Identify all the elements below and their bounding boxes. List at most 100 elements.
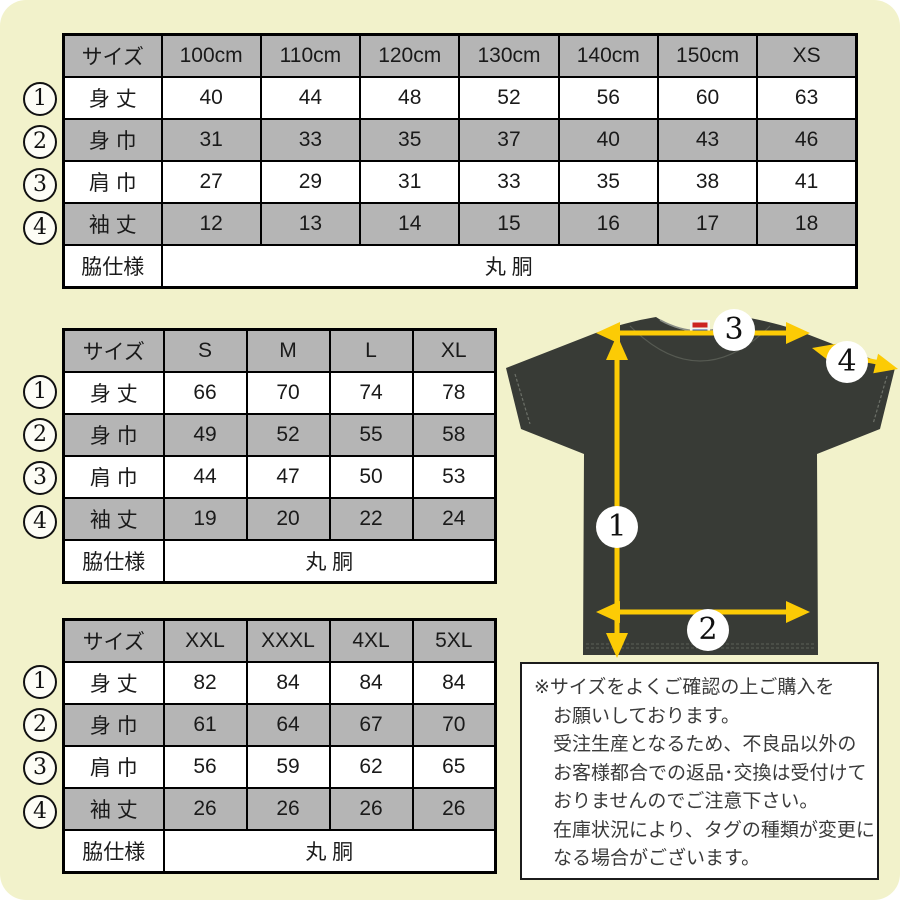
size-value-cell: 46: [756, 118, 858, 162]
measure-row-label: 肩 巾: [62, 160, 163, 204]
size-value-cell: 84: [411, 661, 497, 705]
marker-2-badge: 2: [23, 125, 57, 159]
size-value-cell: 52: [245, 413, 331, 457]
note-line: おりませんのでご注意下さい。: [553, 791, 819, 812]
size-value-cell: 16: [557, 202, 659, 246]
size-value-cell: 47: [245, 455, 331, 499]
size-value-cell: 52: [458, 76, 560, 120]
size-value-cell: 12: [160, 202, 262, 246]
marker-1-badge: 1: [23, 375, 57, 409]
measure-row-label: 肩 巾: [62, 745, 165, 789]
marker-4-badge: 4: [23, 505, 57, 539]
size-column-header: 100cm: [160, 33, 262, 78]
size-value-cell: 15: [458, 202, 560, 246]
size-value-cell: 26: [328, 787, 414, 831]
size-value-cell: 44: [162, 455, 248, 499]
size-value-cell: 17: [656, 202, 759, 246]
size-column-header: XL: [411, 328, 497, 373]
size-value-cell: 18: [756, 202, 858, 246]
size-value-cell: 55: [328, 413, 414, 457]
size-value-cell: 35: [557, 160, 659, 204]
size-value-cell: 48: [359, 76, 461, 120]
hem-stitch-line: [586, 643, 815, 649]
size-value-cell: 66: [162, 371, 248, 415]
size-value-cell: 26: [245, 787, 331, 831]
size-value-cell: 56: [162, 745, 248, 789]
size-value-cell: 53: [411, 455, 497, 499]
size-value-cell: 61: [162, 703, 248, 747]
measure-row-label: 身 巾: [62, 413, 165, 457]
marker-1-badge: 1: [23, 82, 57, 116]
size-value-cell: 40: [557, 118, 659, 162]
size-corner-label: サイズ: [62, 618, 165, 663]
collar-seam-line: [629, 325, 771, 362]
size-value-cell: 31: [359, 160, 461, 204]
side-spec-value: 丸 胴: [160, 244, 858, 289]
size-value-cell: 70: [411, 703, 497, 747]
size-value-cell: 84: [328, 661, 414, 705]
size-table-xxl-5xl: サイズ XXL XXXL 4XL 5XL 身 丈 82 84 84 84 身 巾 61 64 67 70 肩 …: [62, 618, 497, 874]
size-value-cell: 59: [245, 745, 331, 789]
marker-3-badge: 3: [23, 751, 57, 785]
size-table-xxl-5xl-wrapper: サイズ XXL XXXL 4XL 5XL 身 丈 82 84 84 84 身 巾 61 64 67 70 肩 …: [62, 618, 497, 874]
size-value-cell: 62: [328, 745, 414, 789]
size-value-cell: 60: [656, 76, 759, 120]
size-column-header: 130cm: [458, 33, 560, 78]
size-table-kids-xs: サイズ 100cm 110cm 120cm 130cm 140cm 150cm XS 身 丈 40…: [62, 33, 858, 289]
measure-row-label: 袖 丈: [62, 497, 165, 541]
measure-row-label: 身 丈: [62, 76, 163, 120]
purchase-note-box: ※サイズをよくご確認の上ご購入を お願いしております。 受注生産となるため、不良品以…: [520, 662, 879, 880]
left-sleeve-stitch: [514, 373, 531, 425]
marker-4-badge: 4: [23, 211, 57, 245]
side-spec-label: 脇仕様: [62, 539, 165, 584]
note-line: 在庫状況により、タグの種類が変更に: [553, 819, 875, 841]
size-value-cell: 65: [411, 745, 497, 789]
size-value-cell: 43: [656, 118, 759, 162]
size-value-cell: 84: [245, 661, 331, 705]
side-spec-label: 脇仕様: [62, 829, 165, 874]
size-column-header: 150cm: [656, 33, 759, 78]
size-value-cell: 78: [411, 371, 497, 415]
marker-2-badge: 2: [23, 708, 57, 742]
size-value-cell: 67: [328, 703, 414, 747]
side-spec-value: 丸 胴: [162, 539, 497, 584]
size-value-cell: 20: [245, 497, 331, 541]
size-value-cell: 13: [259, 202, 362, 246]
note-line: ※サイズをよくご確認の上ご購入を: [534, 677, 835, 698]
measure-row-label: 身 巾: [62, 703, 165, 747]
size-table-s-xl-wrapper: サイズ S M L XL 身 丈 66 70 74 78 身 巾 49 52 55 58 肩 巾 44 47 50 5…: [62, 328, 497, 584]
note-line: なる場合がございます。: [553, 848, 761, 869]
size-value-cell: 40: [160, 76, 262, 120]
size-value-cell: 44: [259, 76, 362, 120]
marker-2-badge: 2: [23, 418, 57, 452]
size-value-cell: 38: [656, 160, 759, 204]
side-spec-label: 脇仕様: [62, 244, 163, 289]
size-column-header: XXL: [162, 618, 248, 663]
size-column-header: 110cm: [259, 33, 362, 78]
shirt-marker-3-badge: 3: [713, 309, 755, 351]
size-value-cell: 26: [162, 787, 248, 831]
shirt-marker-1-badge: 1: [596, 506, 638, 548]
measure-row-label: 袖 丈: [62, 787, 165, 831]
size-column-header: 140cm: [557, 33, 659, 78]
size-column-header: 4XL: [328, 618, 414, 663]
size-value-cell: 19: [162, 497, 248, 541]
size-value-cell: 63: [756, 76, 858, 120]
size-value-cell: 58: [411, 413, 497, 457]
size-column-header: 5XL: [411, 618, 497, 663]
size-value-cell: 41: [756, 160, 858, 204]
size-column-header: 120cm: [359, 33, 461, 78]
shirt-marker-4-badge: 4: [826, 341, 868, 383]
size-value-cell: 70: [245, 371, 331, 415]
size-value-cell: 14: [359, 202, 461, 246]
size-value-cell: 26: [411, 787, 497, 831]
size-corner-label: サイズ: [62, 328, 165, 373]
size-value-cell: 56: [557, 76, 659, 120]
marker-1-badge: 1: [23, 665, 57, 699]
size-value-cell: 24: [411, 497, 497, 541]
size-value-cell: 33: [458, 160, 560, 204]
measure-row-label: 身 巾: [62, 118, 163, 162]
measure-arrow-1-body-length: [606, 335, 628, 658]
note-line: お願いしております。: [553, 705, 740, 727]
